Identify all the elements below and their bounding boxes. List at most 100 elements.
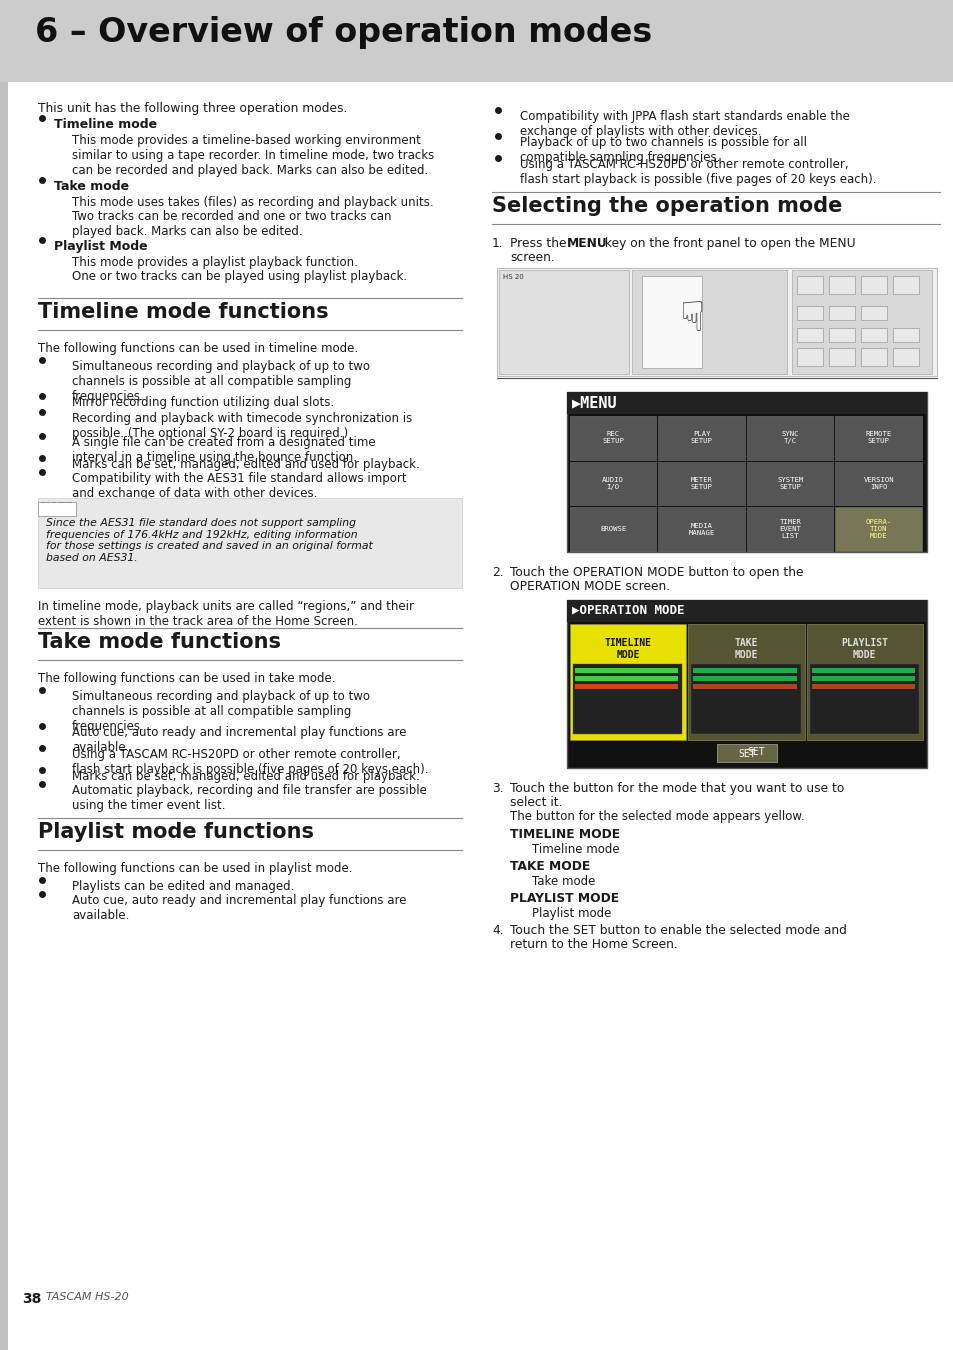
Text: PLAYLIST
MODE: PLAYLIST MODE bbox=[841, 639, 887, 660]
Text: METER
SETUP: METER SETUP bbox=[690, 477, 712, 490]
Text: OPERATION MODE screen.: OPERATION MODE screen. bbox=[510, 580, 669, 593]
Text: Auto cue, auto ready and incremental play functions are
available.: Auto cue, auto ready and incremental pla… bbox=[71, 894, 406, 922]
Text: Using a TASCAM RC-HS20PD or other remote controller,
flash start playback is pos: Using a TASCAM RC-HS20PD or other remote… bbox=[71, 748, 428, 776]
Text: Touch the OPERATION MODE button to open the: Touch the OPERATION MODE button to open … bbox=[510, 566, 802, 579]
Bar bbox=[691, 664, 800, 734]
Bar bbox=[575, 668, 678, 674]
Text: Playback of up to two channels is possible for all
compatible sampling frequenci: Playback of up to two channels is possib… bbox=[519, 136, 806, 163]
Bar bbox=[809, 664, 918, 734]
Text: Timeline mode: Timeline mode bbox=[54, 117, 157, 131]
Text: Take mode: Take mode bbox=[532, 875, 595, 888]
Text: Recording and playback with timecode synchronization is
possible. (The optional : Recording and playback with timecode syn… bbox=[71, 412, 412, 440]
Bar bbox=[828, 275, 854, 294]
Text: NOTE: NOTE bbox=[41, 502, 72, 512]
Text: 38: 38 bbox=[22, 1292, 41, 1305]
Text: Marks can be set, managed, edited and used for playback.: Marks can be set, managed, edited and us… bbox=[71, 769, 419, 783]
Bar bbox=[861, 328, 886, 342]
Text: Touch the SET button to enable the selected mode and: Touch the SET button to enable the selec… bbox=[510, 923, 846, 937]
Text: Touch the button for the mode that you want to use to: Touch the button for the mode that you w… bbox=[510, 782, 843, 795]
Text: SYSTEM
SETUP: SYSTEM SETUP bbox=[777, 477, 802, 490]
Text: SET: SET bbox=[738, 749, 755, 759]
Bar bbox=[0, 0, 953, 82]
Text: Timeline mode functions: Timeline mode functions bbox=[38, 302, 328, 323]
Bar bbox=[38, 502, 76, 516]
Text: Automatic playback, recording and file transfer are possible
using the timer eve: Automatic playback, recording and file t… bbox=[71, 784, 426, 811]
Bar bbox=[693, 668, 796, 674]
Text: 4.: 4. bbox=[492, 923, 503, 937]
Text: Playlist mode: Playlist mode bbox=[532, 907, 611, 919]
Text: This mode provides a timeline-based working environment
similar to using a tape : This mode provides a timeline-based work… bbox=[71, 134, 434, 177]
Text: 1.: 1. bbox=[492, 238, 503, 250]
Bar bbox=[791, 270, 931, 374]
Bar bbox=[828, 328, 854, 342]
Text: Marks can be set, managed, edited and used for playback.: Marks can be set, managed, edited and us… bbox=[71, 458, 419, 471]
Bar bbox=[566, 599, 926, 768]
Text: 3.: 3. bbox=[492, 782, 503, 795]
Text: TAKE MODE: TAKE MODE bbox=[510, 860, 590, 873]
Text: Take mode: Take mode bbox=[54, 180, 129, 193]
Text: The button for the selected mode appears yellow.: The button for the selected mode appears… bbox=[510, 810, 803, 824]
Bar bbox=[746, 462, 833, 505]
Bar bbox=[861, 348, 886, 366]
Text: Playlist mode functions: Playlist mode functions bbox=[38, 822, 314, 842]
Text: This mode provides a playlist playback function.: This mode provides a playlist playback f… bbox=[71, 256, 357, 269]
Text: Take mode functions: Take mode functions bbox=[38, 632, 281, 652]
Text: 6 – Overview of operation modes: 6 – Overview of operation modes bbox=[35, 16, 652, 49]
Text: TASCAM HS-20: TASCAM HS-20 bbox=[46, 1292, 129, 1301]
Text: Simultaneous recording and playback of up to two
channels is possible at all com: Simultaneous recording and playback of u… bbox=[71, 360, 370, 404]
Text: VERSION
INFO: VERSION INFO bbox=[862, 477, 893, 490]
Bar bbox=[693, 676, 796, 680]
Text: Using a TASCAM RC-HS20PD or other remote controller,
flash start playback is pos: Using a TASCAM RC-HS20PD or other remote… bbox=[519, 158, 876, 186]
Text: Simultaneous recording and playback of up to two
channels is possible at all com: Simultaneous recording and playback of u… bbox=[71, 690, 370, 733]
Text: SYNC
T/C: SYNC T/C bbox=[781, 432, 799, 444]
Bar bbox=[828, 348, 854, 366]
Bar bbox=[861, 306, 886, 320]
Text: The following functions can be used in take mode.: The following functions can be used in t… bbox=[38, 672, 335, 684]
Text: REC
SETUP: REC SETUP bbox=[601, 432, 623, 444]
Bar bbox=[569, 624, 685, 740]
Text: This mode uses takes (files) as recording and playback units.: This mode uses takes (files) as recordin… bbox=[71, 196, 434, 209]
Bar bbox=[861, 275, 886, 294]
Bar bbox=[566, 392, 926, 552]
Text: This unit has the following three operation modes.: This unit has the following three operat… bbox=[38, 103, 347, 115]
Text: TIMELINE
MODE: TIMELINE MODE bbox=[604, 639, 651, 660]
Bar bbox=[892, 348, 918, 366]
Text: Compatibility with JPPA flash start standards enable the
exchange of playlists w: Compatibility with JPPA flash start stan… bbox=[519, 109, 849, 138]
Bar bbox=[566, 392, 926, 414]
Text: select it.: select it. bbox=[510, 796, 562, 809]
Bar bbox=[806, 624, 923, 740]
Bar bbox=[569, 416, 656, 459]
Bar bbox=[835, 416, 921, 459]
Text: Selecting the operation mode: Selecting the operation mode bbox=[492, 196, 841, 216]
Bar bbox=[693, 684, 796, 688]
Text: Playlist Mode: Playlist Mode bbox=[54, 240, 148, 252]
Bar bbox=[746, 416, 833, 459]
Bar bbox=[658, 416, 744, 459]
Text: The following functions can be used in playlist mode.: The following functions can be used in p… bbox=[38, 863, 352, 875]
Text: OPERA-
TION
MODE: OPERA- TION MODE bbox=[864, 520, 891, 539]
Bar bbox=[892, 328, 918, 342]
Text: AUDIO
I/O: AUDIO I/O bbox=[601, 477, 623, 490]
Text: REMOTE
SETUP: REMOTE SETUP bbox=[864, 432, 891, 444]
Text: Mirror recording function utilizing dual slots.: Mirror recording function utilizing dual… bbox=[71, 396, 334, 409]
Bar bbox=[575, 684, 678, 688]
Text: PLAY
SETUP: PLAY SETUP bbox=[690, 432, 712, 444]
Text: One or two tracks can be played using playlist playback.: One or two tracks can be played using pl… bbox=[71, 270, 407, 284]
Text: A single file can be created from a designated time
interval in a timeline using: A single file can be created from a desi… bbox=[71, 436, 375, 464]
Bar bbox=[892, 275, 918, 294]
Text: screen.: screen. bbox=[510, 251, 554, 265]
Bar bbox=[573, 664, 681, 734]
Bar bbox=[811, 676, 914, 680]
Bar bbox=[0, 1280, 8, 1350]
Text: 2.: 2. bbox=[492, 566, 503, 579]
Text: TIMER
EVENT
LIST: TIMER EVENT LIST bbox=[779, 520, 801, 539]
Text: return to the Home Screen.: return to the Home Screen. bbox=[510, 938, 677, 950]
Bar bbox=[811, 684, 914, 688]
Bar bbox=[828, 306, 854, 320]
Bar bbox=[658, 462, 744, 505]
Bar bbox=[688, 624, 803, 740]
Bar bbox=[575, 676, 678, 680]
Text: PLAYLIST MODE: PLAYLIST MODE bbox=[510, 892, 618, 904]
Bar bbox=[796, 348, 822, 366]
Text: The following functions can be used in timeline mode.: The following functions can be used in t… bbox=[38, 342, 357, 355]
